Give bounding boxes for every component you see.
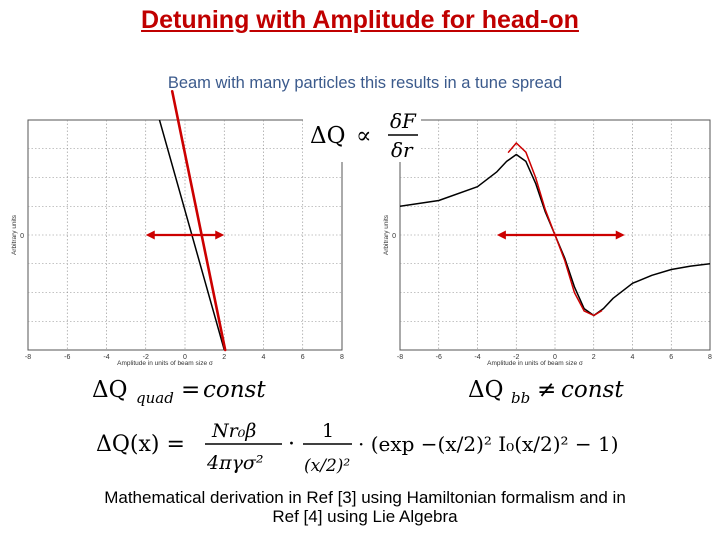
x-tick-label: 2 — [222, 354, 226, 361]
eq-prop-rel: ∝ — [356, 123, 372, 149]
spread-arrow-head-right — [215, 230, 225, 240]
x-tick-label: -4 — [474, 354, 480, 361]
detuning-formula: ΔQ(x) = Nr₀β 4πγσ² · 1 (x/2)² · (exp −(x… — [96, 420, 619, 476]
x-tick-label: -6 — [436, 354, 442, 361]
x-tick-label: 0 — [183, 354, 187, 361]
quad-equation: ΔQ quad = const — [92, 377, 266, 407]
x-tick-label: -2 — [143, 354, 149, 361]
eq-quad-rel: = — [181, 377, 200, 403]
formula-frac1-num: Nr₀β — [211, 420, 256, 442]
equation-bg — [303, 104, 421, 162]
slide-title: Detuning with Amplitude for head-on — [141, 6, 579, 34]
x-tick-label: -8 — [397, 354, 403, 361]
x-tick-label: -6 — [64, 354, 70, 361]
x-tick-label: 8 — [340, 354, 344, 361]
x-tick-label: 0 — [553, 354, 557, 361]
formula-frac2-den: (x/2)² — [304, 456, 350, 476]
eq-quad-rhs: const — [203, 377, 266, 403]
proportional-equation: ΔQ ∝ δF δr — [303, 104, 421, 162]
x-tick-label: 6 — [301, 354, 305, 361]
x-tick-label: 4 — [631, 354, 635, 361]
spread-arrow-head-left — [496, 230, 506, 240]
series-line — [170, 90, 227, 352]
eq-bb-sub: bb — [511, 389, 530, 407]
y-tick-label: 0 — [20, 233, 24, 240]
formula-dot: · — [288, 432, 295, 457]
slide-subtitle: Beam with many particles this results in… — [167, 74, 563, 92]
spread-arrow-head-right — [615, 230, 625, 240]
x-tick-label: 8 — [708, 354, 712, 361]
eq-quad-sub: quad — [136, 389, 174, 407]
x-tick-label: -8 — [25, 354, 31, 361]
y-axis-label: Arbitrary units — [383, 214, 390, 255]
x-tick-label: 2 — [592, 354, 596, 361]
formula-frac2-num: 1 — [322, 420, 334, 442]
x-tick-label: -2 — [513, 354, 519, 361]
x-tick-label: -4 — [103, 354, 109, 361]
formula-frac1-den: 4πγσ² — [206, 452, 264, 474]
series-line — [400, 153, 710, 317]
footer-line-2: Ref [4] using Lie Algebra — [272, 507, 458, 526]
footer-line-1: Mathematical derivation in Ref [3] using… — [104, 488, 626, 507]
eq-bb-lhs: ΔQ — [468, 377, 503, 403]
eq-quad-lhs: ΔQ — [92, 377, 127, 403]
eq-prop-lhs: ΔQ — [310, 123, 345, 149]
eq-prop-den: δr — [391, 138, 414, 162]
spread-arrow-head-left — [145, 230, 155, 240]
y-tick-label: 0 — [392, 233, 396, 240]
eq-bb-rhs: const — [561, 377, 624, 403]
formula-tail: · (exp −(x/2)² I₀(x/2)² − 1) — [358, 432, 619, 456]
x-axis-label: Amplitude in units of beam size σ — [487, 360, 583, 367]
formula-lhs: ΔQ(x) = — [96, 432, 185, 457]
x-tick-label: 4 — [262, 354, 266, 361]
x-tick-label: 6 — [669, 354, 673, 361]
bb-equation: ΔQ bb ≠ const — [468, 377, 624, 407]
eq-bb-rel: ≠ — [537, 377, 556, 403]
x-axis-label: Amplitude in units of beam size σ — [117, 360, 213, 367]
slide-footer: Mathematical derivation in Ref [3] using… — [20, 488, 710, 526]
y-axis-label: Arbitrary units — [11, 214, 18, 255]
eq-prop-num: δF — [390, 109, 417, 133]
